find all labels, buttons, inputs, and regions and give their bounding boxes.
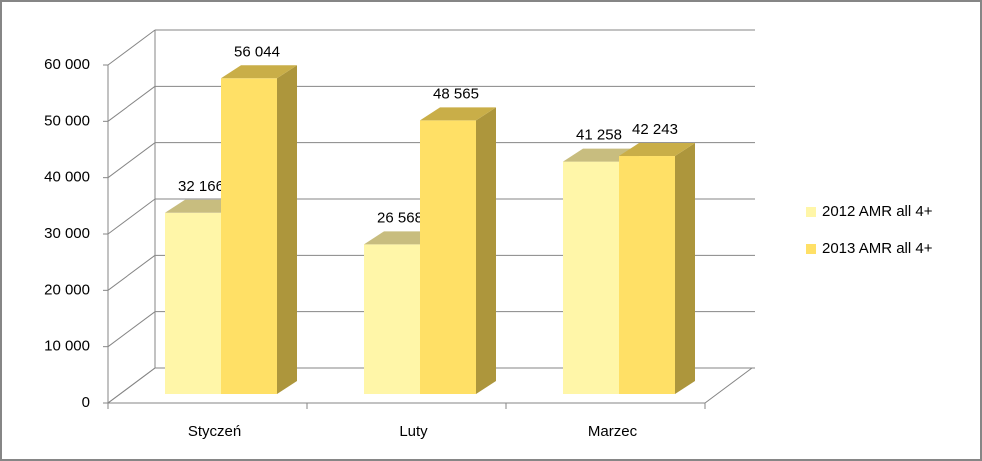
value-label: 56 044 (234, 43, 280, 60)
grid-line (107, 29, 156, 66)
x-tick-label: Luty (399, 423, 428, 440)
bar-top (420, 107, 496, 121)
y-tick-label: 60 000 (44, 56, 90, 73)
x-tick-label: Marzec (588, 423, 638, 440)
grid-line (107, 311, 156, 348)
y-tick-label: 30 000 (44, 225, 90, 242)
legend-label: 2012 AMR all 4+ (822, 203, 933, 220)
grid-line (107, 198, 156, 235)
bar-top (221, 65, 297, 79)
x-tick-label: Styczeń (188, 423, 241, 440)
value-label: 26 568 (377, 209, 423, 226)
bar (420, 120, 476, 394)
y-tick-label: 0 (82, 394, 90, 411)
y-tick-label: 50 000 (44, 112, 90, 129)
legend-swatch (806, 207, 816, 217)
bar-top (619, 143, 695, 157)
value-label: 48 565 (433, 85, 479, 102)
y-tick-label: 40 000 (44, 169, 90, 186)
bar (619, 156, 675, 394)
grid-line (107, 367, 156, 404)
bar (563, 161, 619, 394)
bar (364, 244, 420, 394)
y-tick-label: 20 000 (44, 281, 90, 298)
bar-side (277, 65, 297, 395)
bar-side (675, 143, 695, 394)
legend-swatch (806, 244, 816, 254)
grid-line (107, 85, 156, 122)
value-label: 41 258 (576, 127, 622, 144)
value-label: 42 243 (632, 121, 678, 138)
grid-line (107, 254, 156, 291)
value-label: 32 166 (178, 178, 224, 195)
bar (165, 212, 221, 394)
bar-side (476, 107, 496, 394)
y-tick-label: 10 000 (44, 338, 90, 355)
grid-line (107, 142, 156, 179)
bar (221, 78, 277, 395)
legend-label: 2013 AMR all 4+ (822, 240, 933, 257)
